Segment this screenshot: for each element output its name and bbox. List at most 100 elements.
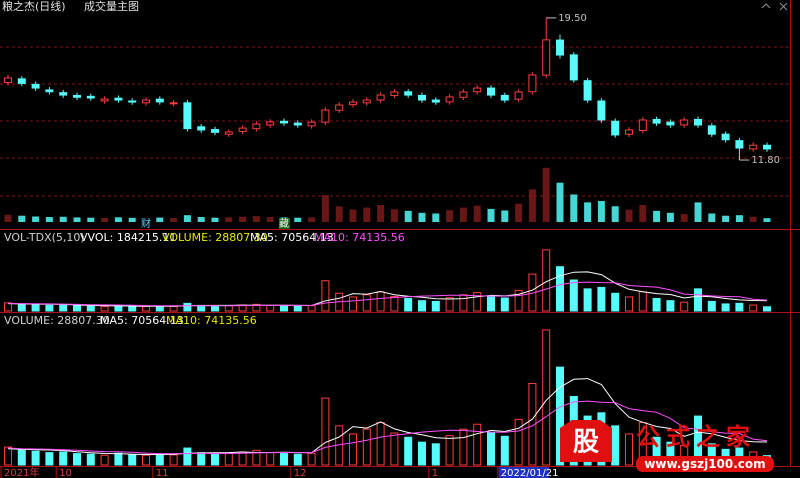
candle-body [680, 119, 689, 126]
volume-bar [625, 209, 633, 222]
candle-body [542, 39, 551, 76]
candle-body [638, 119, 647, 132]
volume-bar [321, 195, 329, 222]
volume-bar [211, 453, 219, 466]
volume-bar [459, 294, 468, 312]
volume-bar [252, 449, 261, 466]
candle-body [169, 102, 178, 105]
candle-body [721, 133, 730, 141]
volume-bar [252, 303, 261, 312]
volume-bar [73, 305, 81, 312]
volume-bar [487, 295, 495, 312]
volume-bar [707, 300, 716, 312]
volume-bar [556, 182, 564, 222]
volume-bar [473, 423, 482, 466]
volume-bar [183, 215, 191, 222]
volume-bar [735, 302, 744, 312]
candle-body [73, 94, 81, 98]
volume-bar [376, 422, 385, 466]
ma10-line [7, 400, 768, 455]
volume-bar [156, 217, 164, 222]
candle-body [4, 77, 12, 84]
volume-bar [128, 217, 136, 222]
candle-body [321, 109, 330, 123]
candle-body [114, 97, 123, 101]
candle-body [487, 87, 495, 96]
candle-body [100, 98, 109, 102]
volume-bar [197, 304, 206, 312]
watermark-title: 公式之家 [636, 423, 756, 451]
volume-bar [611, 425, 620, 466]
volume-bar [45, 452, 54, 466]
volume-bar [224, 452, 233, 466]
volume-bar [653, 210, 661, 222]
volume-bar [308, 217, 316, 222]
panel2-volume: VOLUME: 28807.30 [162, 231, 268, 244]
x-tick-label: 2022/01/21 [501, 468, 559, 478]
volume-bar [59, 304, 68, 312]
volume-bar [114, 452, 123, 466]
volume-bar [431, 300, 440, 312]
volume-bar [404, 297, 413, 312]
low-annotation: 11.80 [751, 155, 780, 166]
ma5-line [7, 271, 768, 307]
volume-bar [722, 215, 730, 222]
volume-bar [404, 210, 412, 222]
watermark-url: www.gszj100.com [644, 457, 765, 471]
candle-body [666, 121, 675, 126]
volume-bar [266, 452, 275, 466]
volume-bar [418, 212, 426, 222]
candle-body [652, 118, 661, 124]
volume-bar [514, 418, 523, 466]
candle-body [473, 87, 482, 93]
high-annotation: 19.50 [558, 13, 587, 24]
volume-bar [625, 433, 633, 466]
candle-body [183, 102, 192, 130]
volume-bar [625, 296, 633, 312]
candle-body [583, 80, 592, 101]
candle-body [59, 92, 68, 96]
candle-body [625, 129, 633, 135]
event-marker: 藏 [279, 218, 289, 230]
volume-bar [583, 288, 592, 312]
volume-bar [114, 217, 122, 222]
candle-body [362, 99, 371, 104]
volume-bar [31, 304, 40, 312]
volume-bar [294, 217, 302, 222]
volume-bar [59, 451, 68, 466]
candle-body [266, 121, 275, 126]
volume-bar [183, 447, 192, 466]
volume-bar [597, 286, 606, 312]
volume-bar [266, 217, 274, 222]
candle-body [31, 83, 40, 89]
plot: 2021年 10 11 12 1 2022/01/21 19.50 11.80 财 藏 [0, 13, 780, 478]
close-icon[interactable] [779, 2, 788, 11]
volume-bar [4, 214, 12, 222]
volume-bar [100, 306, 109, 312]
candle-body [128, 100, 137, 103]
volume-bar [17, 303, 26, 312]
volume-bar [142, 454, 150, 466]
volume-bar [155, 453, 164, 466]
volume-bar [142, 306, 150, 312]
volume-bar [307, 305, 316, 312]
volume-bar [86, 305, 95, 312]
volume-bar [569, 279, 578, 312]
volume-bar [73, 217, 81, 222]
volume-bar [183, 302, 192, 312]
collapse-icon[interactable] [761, 3, 771, 9]
candle-body [556, 39, 564, 56]
volume-bar [694, 288, 702, 312]
volume-bar [377, 204, 385, 222]
candle-body [707, 125, 716, 135]
x-tick-label: 12 [294, 468, 307, 478]
volume-bar [500, 297, 509, 312]
volume-bar [59, 216, 67, 222]
volume-bar [390, 209, 398, 222]
volume-bar [404, 436, 413, 466]
panel2-ma5: MA5: 70564.13 [250, 231, 334, 244]
candle-body [224, 131, 233, 135]
volume-bar [45, 217, 53, 222]
